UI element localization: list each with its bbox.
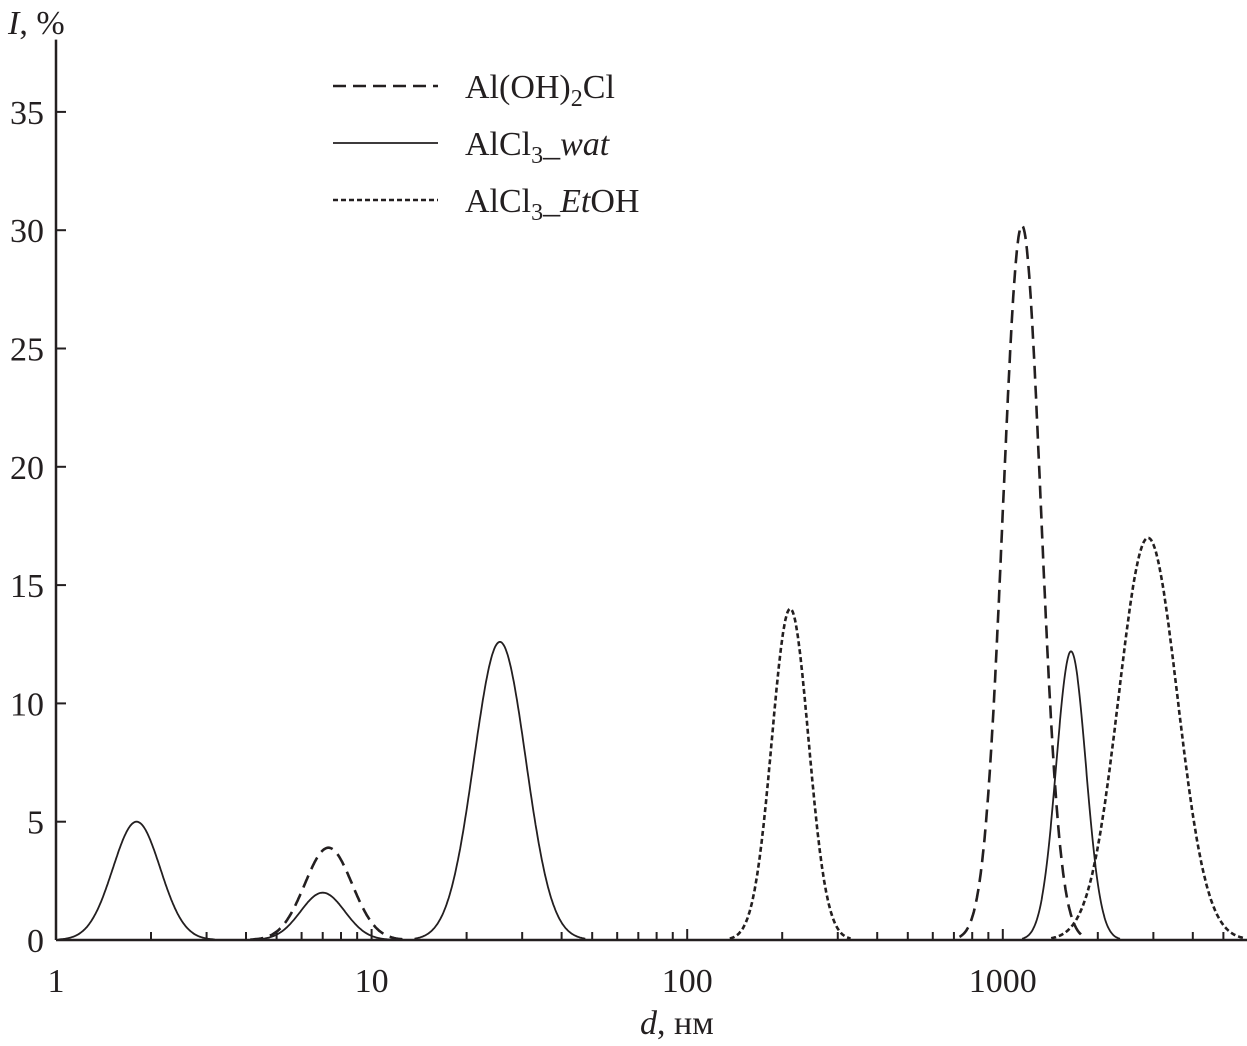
series-1-peak-3 xyxy=(1021,650,1121,940)
x-tick-label: 100 xyxy=(662,963,713,1000)
y-axis-label: I, % xyxy=(7,5,65,42)
y-tick-label: 5 xyxy=(27,805,44,842)
y-tick-label: 20 xyxy=(10,450,44,487)
y-tick-label: 35 xyxy=(10,95,44,132)
series-1-peak-2 xyxy=(414,641,586,940)
series-0-peak-0 xyxy=(250,846,407,941)
y-tick-label: 10 xyxy=(10,686,44,723)
series-0-peak-1 xyxy=(958,224,1086,939)
legend-label-1: AlCl3_wat xyxy=(465,126,611,169)
y-tick-label: 25 xyxy=(10,332,44,369)
y-tick-label: 15 xyxy=(10,568,44,605)
series-1-peak-0 xyxy=(58,820,215,941)
x-tick-label: 10 xyxy=(355,963,389,1000)
x-tick-label: 1000 xyxy=(969,963,1037,1000)
y-tick-label: 0 xyxy=(27,923,44,960)
y-tick-label: 30 xyxy=(10,213,44,250)
legend-label-0: Al(OH)2Cl xyxy=(465,69,615,112)
x-axis-label: d, нм xyxy=(640,1005,714,1042)
series-2-peak-0 xyxy=(729,607,851,940)
series-1-peak-1 xyxy=(249,891,396,941)
curves xyxy=(58,224,1246,941)
series-2-peak-1 xyxy=(1050,536,1246,940)
legend-label-2: AlCl3_EtOH xyxy=(465,183,639,226)
legend: Al(OH)2Cl AlCl3_wat AlCl3_EtOH xyxy=(333,69,639,226)
x-tick-label: 1 xyxy=(48,963,65,1000)
